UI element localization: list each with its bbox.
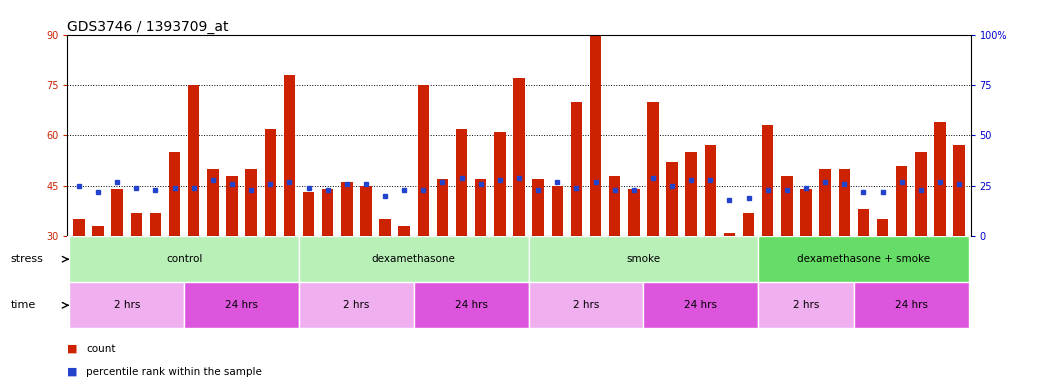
Bar <box>819 169 830 236</box>
Bar <box>800 189 812 236</box>
Bar <box>743 213 755 236</box>
Text: time: time <box>10 300 35 310</box>
Text: 24 hrs: 24 hrs <box>684 300 717 310</box>
Bar <box>226 176 238 236</box>
Bar <box>70 282 184 328</box>
Bar <box>644 282 758 328</box>
Bar <box>685 152 696 236</box>
Bar <box>414 282 528 328</box>
Text: stress: stress <box>10 254 44 264</box>
Text: dexamethasone: dexamethasone <box>372 254 456 264</box>
Bar <box>475 179 487 236</box>
Bar <box>877 219 889 236</box>
Bar <box>379 219 391 236</box>
Bar <box>762 125 773 236</box>
Bar <box>299 236 528 282</box>
Bar <box>208 169 219 236</box>
Bar <box>953 146 964 236</box>
Text: 2 hrs: 2 hrs <box>113 300 140 310</box>
Text: 2 hrs: 2 hrs <box>573 300 599 310</box>
Bar <box>758 236 968 282</box>
Bar <box>70 236 299 282</box>
Bar <box>857 209 869 236</box>
Bar <box>571 102 582 236</box>
Text: 2 hrs: 2 hrs <box>344 300 370 310</box>
Text: ■: ■ <box>67 367 78 377</box>
Bar <box>149 213 161 236</box>
Bar <box>528 282 644 328</box>
Text: 24 hrs: 24 hrs <box>455 300 488 310</box>
Bar <box>188 85 199 236</box>
Bar <box>360 186 372 236</box>
Bar <box>399 226 410 236</box>
Bar <box>342 182 353 236</box>
Bar <box>782 176 793 236</box>
Bar <box>245 169 256 236</box>
Bar <box>169 152 181 236</box>
Text: control: control <box>166 254 202 264</box>
Bar <box>184 282 299 328</box>
Bar <box>839 169 850 236</box>
Bar <box>647 102 659 236</box>
Text: percentile rank within the sample: percentile rank within the sample <box>86 367 262 377</box>
Bar <box>92 226 104 236</box>
Bar <box>417 85 429 236</box>
Bar <box>437 179 448 236</box>
Bar <box>896 166 907 236</box>
Bar <box>528 236 758 282</box>
Text: smoke: smoke <box>626 254 660 264</box>
Bar <box>934 122 946 236</box>
Bar <box>590 28 601 236</box>
Text: dexamethasone + smoke: dexamethasone + smoke <box>797 254 930 264</box>
Bar <box>131 213 142 236</box>
Bar <box>283 75 295 236</box>
Bar <box>628 189 639 236</box>
Text: 2 hrs: 2 hrs <box>793 300 819 310</box>
Bar <box>758 282 854 328</box>
Text: 24 hrs: 24 hrs <box>895 300 928 310</box>
Bar <box>854 282 968 328</box>
Bar <box>723 233 735 236</box>
Text: 24 hrs: 24 hrs <box>225 300 258 310</box>
Text: count: count <box>86 344 115 354</box>
Bar <box>322 189 333 236</box>
Text: GDS3746 / 1393709_at: GDS3746 / 1393709_at <box>67 20 229 33</box>
Bar <box>609 176 621 236</box>
Bar <box>916 152 927 236</box>
Bar <box>299 282 414 328</box>
Bar <box>551 186 563 236</box>
Bar <box>74 219 85 236</box>
Bar <box>705 146 716 236</box>
Bar <box>513 78 525 236</box>
Bar <box>666 162 678 236</box>
Text: ■: ■ <box>67 344 78 354</box>
Bar <box>494 132 506 236</box>
Bar <box>456 129 467 236</box>
Bar <box>532 179 544 236</box>
Bar <box>303 192 315 236</box>
Bar <box>111 189 122 236</box>
Bar <box>265 129 276 236</box>
